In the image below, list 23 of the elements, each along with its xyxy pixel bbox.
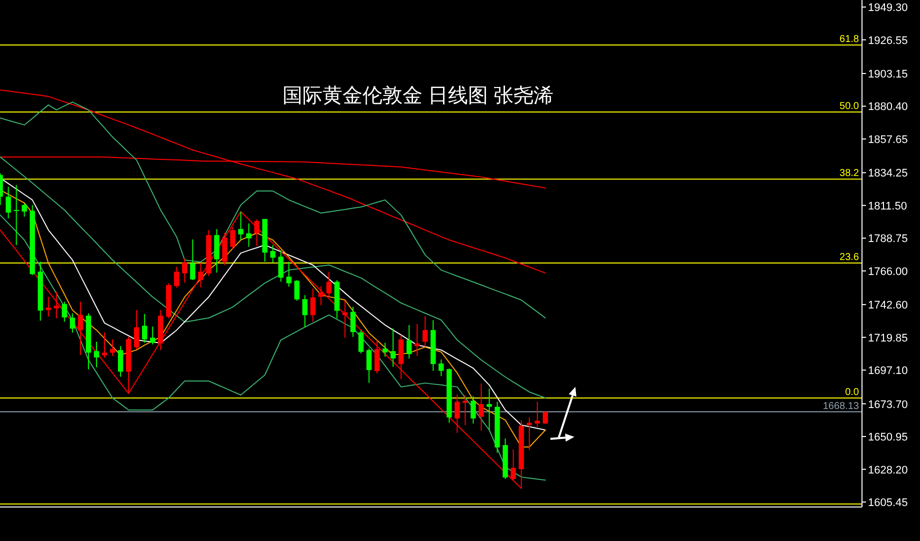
y-tick-label: 1650.95 bbox=[868, 432, 908, 444]
y-tick-label: 1880.40 bbox=[868, 101, 908, 114]
annotation: 0.0 bbox=[845, 387, 859, 398]
ref-label: 1668.13 bbox=[822, 400, 859, 412]
y-tick-label: 1926.55 bbox=[868, 34, 908, 47]
y-tick-label: 1605.45 bbox=[868, 497, 908, 510]
y-tick-label: 1742.60 bbox=[868, 300, 908, 312]
annotation: 23.6 bbox=[840, 252, 859, 263]
text: 国际黄金伦敦金 日线图 张尧浠 bbox=[282, 85, 554, 107]
y-tick-label: 1697.10 bbox=[868, 365, 908, 378]
y-tick-label: 1857.65 bbox=[868, 134, 908, 146]
annotation: 61.8 bbox=[840, 34, 859, 46]
y-tick-label: 1766.00 bbox=[868, 266, 908, 278]
y-tick-label: 1788.75 bbox=[868, 233, 908, 246]
y-tick-label: 1834.25 bbox=[868, 168, 908, 180]
y-tick-label: 1628.20 bbox=[868, 464, 908, 476]
y-tick-label: 1949.30 bbox=[868, 2, 908, 14]
annotation: 38.2 bbox=[840, 168, 859, 180]
y-tick-label: 1903.15 bbox=[868, 68, 908, 80]
y-tick-label: 1719.85 bbox=[868, 332, 908, 344]
y-tick-label: 1811.50 bbox=[868, 200, 907, 212]
y-tick-label: 1673.70 bbox=[868, 398, 908, 411]
annotation: 50.0 bbox=[840, 101, 859, 112]
